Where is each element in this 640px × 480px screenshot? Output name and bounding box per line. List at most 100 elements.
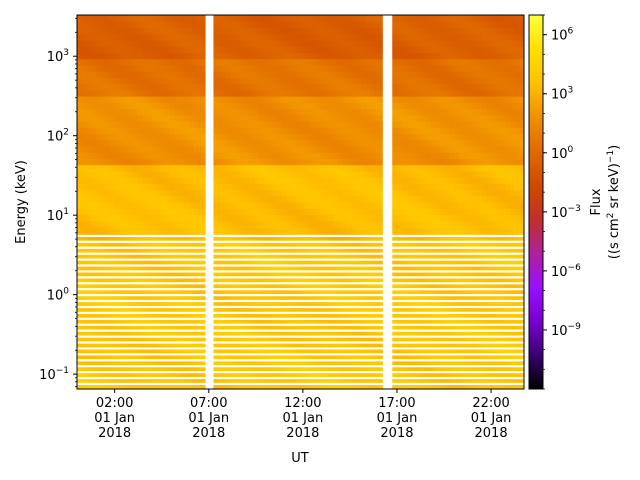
heatmap-cell: [160, 364, 167, 371]
heatmap-cell: [253, 21, 260, 29]
heatmap-cell: [361, 202, 367, 209]
heatmap-cell: [328, 289, 334, 297]
heatmap-cell: [239, 307, 246, 315]
heatmap-cell: [277, 83, 283, 91]
heatmap-cell: [160, 183, 167, 191]
heatmap-cell: [412, 114, 418, 122]
heatmap-cell: [370, 139, 376, 147]
heatmap-cell: [449, 114, 455, 122]
heatmap-cell: [198, 245, 204, 253]
heatmap-cell: [444, 71, 451, 78]
heatmap-cell: [370, 71, 376, 78]
heatmap-cell: [449, 170, 455, 178]
heatmap-cell: [272, 170, 278, 178]
heatmap-cell: [295, 139, 302, 147]
heatmap-cell: [198, 52, 204, 60]
heatmap-cell: [398, 189, 404, 197]
heatmap-cell: [375, 202, 381, 209]
heatmap-cell: [435, 376, 441, 384]
heatmap-cell: [421, 295, 427, 303]
heatmap-cell: [123, 220, 129, 228]
heatmap-cell: [151, 295, 157, 303]
heatmap-cell: [342, 21, 348, 29]
heatmap-cell: [100, 15, 106, 22]
heatmap-cell: [202, 183, 208, 191]
heatmap-cell: [440, 251, 446, 259]
heatmap-cell: [188, 158, 195, 166]
heatmap-cell: [188, 139, 195, 147]
heatmap-cell: [375, 114, 381, 122]
heatmap-cell: [253, 152, 260, 159]
heatmap-cell: [337, 58, 344, 66]
heatmap-cell: [244, 71, 250, 78]
heatmap-cell: [351, 220, 357, 228]
heatmap-cell: [123, 64, 129, 72]
heatmap-cell: [263, 164, 269, 172]
heatmap-cell: [151, 71, 157, 78]
heatmap-cell: [132, 27, 139, 35]
heatmap-cell: [440, 64, 446, 72]
heatmap-cell: [323, 314, 330, 322]
heatmap-cell: [412, 307, 418, 315]
heatmap-cell: [95, 127, 101, 135]
heatmap-cell: [146, 114, 153, 122]
heatmap-cell: [295, 226, 302, 234]
heatmap-cell: [277, 27, 283, 35]
heatmap-cell: [226, 27, 232, 35]
heatmap-cell: [435, 89, 441, 97]
heatmap-cell: [300, 264, 306, 272]
heatmap-cell: [430, 382, 437, 389]
heatmap-cell: [430, 307, 437, 315]
heatmap-cell: [291, 258, 297, 265]
heatmap-cell: [323, 264, 330, 272]
heatmap-cell: [402, 77, 409, 85]
heatmap-cell: [402, 145, 409, 153]
heatmap-cell: [430, 114, 437, 122]
heatmap-cell: [305, 270, 311, 278]
heatmap-cell: [398, 295, 404, 303]
heatmap-cell: [86, 202, 92, 209]
heatmap-cell: [342, 145, 348, 153]
heatmap-cell: [444, 214, 451, 222]
heatmap-cell: [379, 46, 385, 53]
heatmap-cell: [454, 21, 460, 29]
heatmap-cell: [375, 314, 381, 322]
heatmap-cell: [249, 382, 255, 389]
heatmap-cell: [458, 270, 465, 278]
heatmap-cell: [305, 114, 311, 122]
heatmap-cell: [165, 164, 171, 172]
heatmap-cell: [202, 33, 208, 41]
heatmap-cell: [375, 96, 381, 103]
heatmap-cell: [86, 52, 92, 60]
heatmap-cell: [430, 208, 437, 216]
heatmap-cell: [179, 376, 185, 384]
heatmap-cell: [244, 264, 250, 272]
heatmap-cell: [193, 127, 199, 135]
heatmap-cell: [221, 83, 227, 91]
heatmap-cell: [267, 364, 274, 371]
heatmap-cell: [170, 183, 176, 191]
heatmap-cell: [188, 183, 195, 191]
heatmap-cell: [184, 139, 190, 147]
heatmap-cell: [454, 370, 460, 378]
heatmap-cell: [365, 64, 371, 72]
heatmap-cell: [142, 15, 148, 22]
heatmap-cell: [258, 370, 264, 378]
heatmap-cell: [430, 46, 437, 53]
heatmap-cell: [221, 226, 227, 234]
heatmap-cell: [444, 208, 451, 216]
heatmap-cell: [407, 21, 413, 29]
heatmap-cell: [295, 202, 302, 209]
heatmap-cell: [137, 89, 143, 97]
heatmap-cell: [272, 120, 278, 128]
heatmap-cell: [412, 58, 418, 66]
heatmap-cell: [184, 295, 190, 303]
heatmap-cell: [198, 195, 204, 203]
heatmap-cell: [156, 183, 162, 191]
heatmap-cell: [86, 270, 92, 278]
heatmap-cell: [444, 264, 451, 272]
heatmap-cell: [104, 108, 111, 116]
heatmap-cell: [160, 276, 167, 284]
heatmap-cell: [114, 77, 120, 85]
heatmap-cell: [309, 183, 316, 191]
